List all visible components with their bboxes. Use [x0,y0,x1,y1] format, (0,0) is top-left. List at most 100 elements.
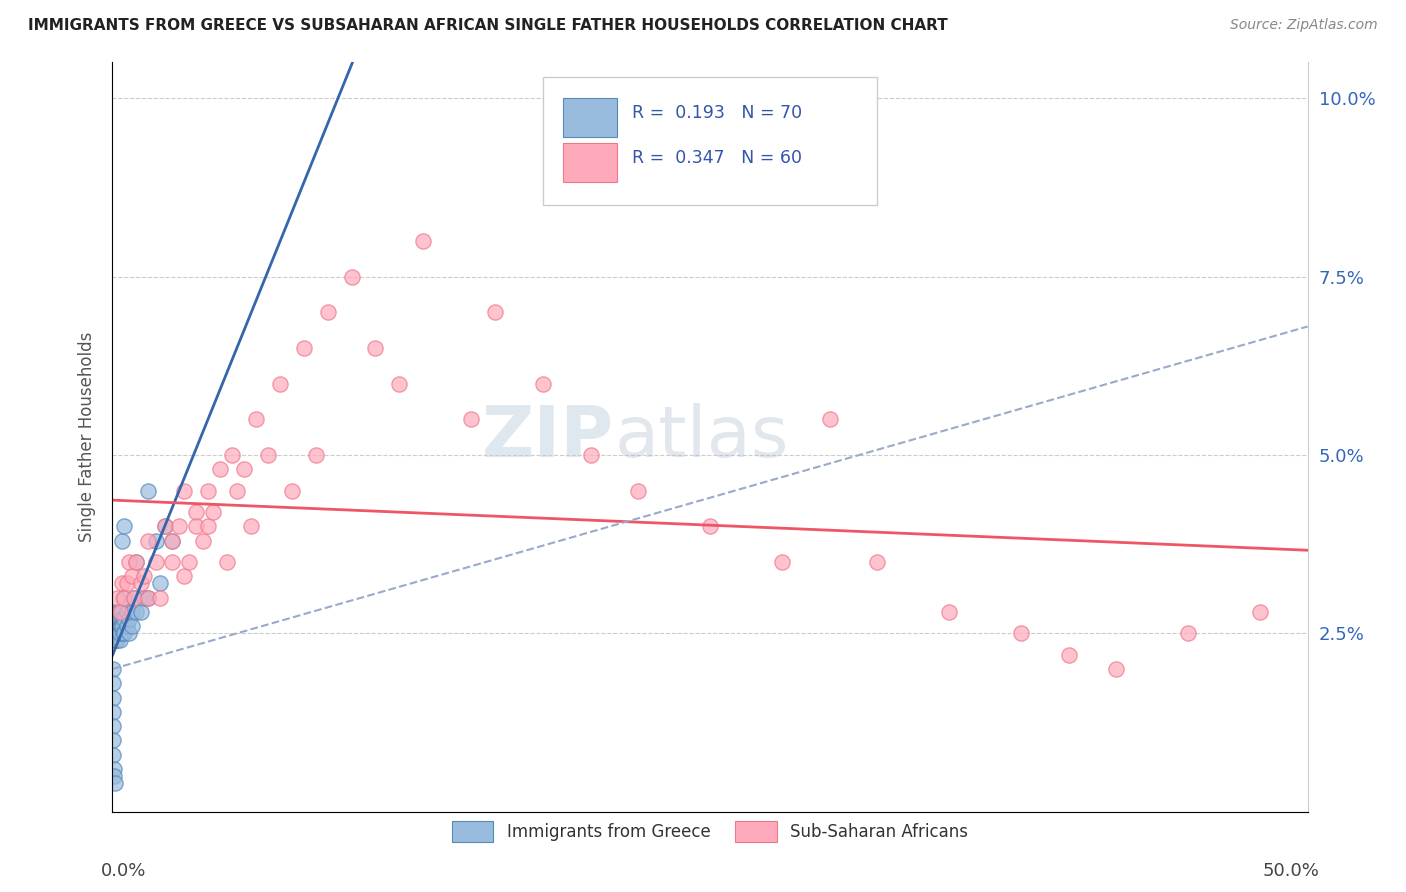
Point [101,626,124,640]
Point [108,612,131,626]
Point [186,505,208,519]
Point [412,234,434,248]
Point [111,576,134,591]
Point [1249,605,1271,619]
Point [129,576,152,591]
Point [103,612,125,626]
Point [105,605,128,619]
Point [107,619,129,633]
FancyBboxPatch shape [543,78,877,205]
Point [316,305,339,319]
Point [105,612,128,626]
Point [110,619,132,633]
Point [103,626,125,640]
Point [104,619,127,633]
Point [627,483,650,498]
Point [145,533,167,548]
Point [138,591,160,605]
Point [105,612,128,626]
Point [110,605,132,619]
Point [129,605,152,619]
Point [132,591,155,605]
Point [115,605,138,619]
Point [193,533,215,548]
Point [145,555,167,569]
Point [938,605,960,619]
Point [153,519,176,533]
Point [108,626,131,640]
Point [101,705,124,719]
Point [1177,626,1199,640]
Point [115,619,138,633]
Point [101,662,124,676]
Point [104,619,127,633]
Point [105,633,128,648]
Point [105,633,128,648]
Point [245,412,267,426]
Point [388,376,411,391]
Point [1057,648,1080,662]
Point [121,619,143,633]
Point [104,626,127,640]
Point [225,483,247,498]
Point [484,305,506,319]
Point [103,633,125,648]
Text: 0.0%: 0.0% [101,862,146,880]
Point [111,533,134,548]
Y-axis label: Single Father Households: Single Father Households [77,332,96,542]
Point [105,619,128,633]
Point [149,576,172,591]
Point [108,619,131,633]
Point [177,555,200,569]
Point [114,591,135,605]
Point [103,719,125,733]
Point [138,591,160,605]
Point [197,519,219,533]
Point [104,612,127,626]
FancyBboxPatch shape [562,98,617,137]
Point [114,612,135,626]
Point [305,448,328,462]
Point [125,605,148,619]
Point [103,619,125,633]
Point [1010,626,1032,640]
Point [162,555,183,569]
Point [197,483,219,498]
Point [118,612,141,626]
Point [111,612,134,626]
Point [201,505,224,519]
Point [217,555,239,569]
Point [103,733,125,747]
Point [122,591,145,605]
Text: Source: ZipAtlas.com: Source: ZipAtlas.com [1230,18,1378,32]
Point [121,569,143,583]
Point [108,633,131,648]
Point [866,555,889,569]
Point [105,591,128,605]
Point [115,576,138,591]
Point [460,412,482,426]
Point [104,633,127,648]
Point [1105,662,1128,676]
Point [101,676,124,690]
Legend: Immigrants from Greece, Sub-Saharan Africans: Immigrants from Greece, Sub-Saharan Afri… [444,814,976,848]
Point [108,605,131,619]
Point [101,690,124,705]
Point [125,555,148,569]
Point [108,626,131,640]
Point [118,626,141,640]
Point [364,341,387,355]
Point [209,462,232,476]
Point [257,448,280,462]
Point [173,483,195,498]
Text: IMMIGRANTS FROM GREECE VS SUBSAHARAN AFRICAN SINGLE FATHER HOUSEHOLDS CORRELATIO: IMMIGRANTS FROM GREECE VS SUBSAHARAN AFR… [28,18,948,33]
Point [770,555,793,569]
Point [699,519,721,533]
Point [105,626,128,640]
Point [107,605,129,619]
Point [162,533,183,548]
FancyBboxPatch shape [562,144,617,182]
Point [111,619,134,633]
Text: R =  0.193   N = 70: R = 0.193 N = 70 [633,104,803,122]
Point [186,519,208,533]
